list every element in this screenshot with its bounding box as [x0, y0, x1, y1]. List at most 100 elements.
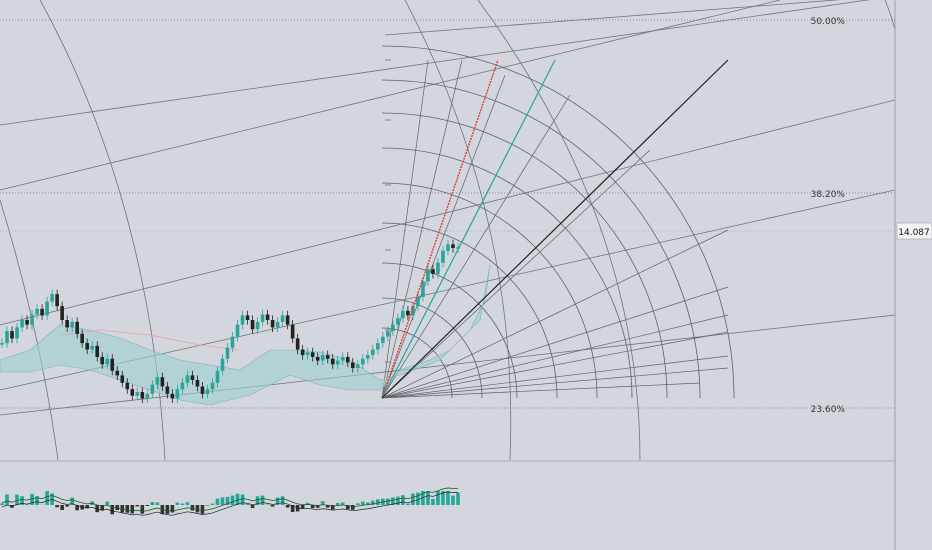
candle-body — [205, 389, 210, 394]
gann-arc — [381, 79, 701, 399]
oscillator-bar — [345, 505, 350, 510]
candle-body — [150, 384, 155, 394]
candle-body — [426, 269, 430, 282]
oscillator-bar — [260, 495, 265, 505]
candle-body — [421, 281, 425, 297]
gann-arc — [381, 147, 633, 399]
candle-body — [170, 393, 175, 399]
oscillator-bar — [456, 492, 460, 505]
candle-body — [120, 375, 125, 383]
candle-body — [300, 349, 305, 356]
oscillator-bar — [320, 501, 325, 505]
candle-body — [155, 377, 160, 385]
oscillator-bar — [451, 495, 455, 505]
candle-body — [350, 362, 355, 368]
oscillator-bar — [95, 505, 100, 513]
oscillator-bar — [220, 497, 225, 505]
oscillator-pane — [0, 487, 460, 516]
candle-body — [451, 244, 455, 248]
oscillator-bar — [190, 505, 195, 511]
teal-trend-line — [381, 59, 556, 399]
candle-body — [295, 338, 300, 350]
oscillator-bar — [165, 505, 170, 514]
candle-body — [80, 333, 84, 344]
oscillator-bar — [200, 505, 205, 514]
oscillator-bar — [105, 501, 110, 505]
oscillator-bar — [406, 503, 410, 505]
candle-body — [416, 296, 420, 307]
fib-label-382: 38.20% — [811, 190, 846, 200]
candle-body — [431, 269, 435, 274]
fib-label-236: 23.60% — [811, 405, 846, 415]
oscillator-bar — [135, 505, 140, 507]
candle-body — [130, 389, 135, 396]
candle-body — [90, 345, 94, 350]
gann-fan-line — [381, 286, 729, 399]
oscillator-bar — [285, 505, 290, 508]
gann-fan — [381, 45, 735, 399]
oscillator-bar — [386, 498, 390, 505]
oscillator-bar — [431, 499, 435, 505]
candle-body — [100, 356, 105, 365]
oscillator-bar — [325, 505, 330, 508]
fib-level-labels: 50.00% 38.20% 23.60% — [811, 17, 846, 415]
gann-fan-line — [381, 314, 729, 399]
oscillator-bar — [215, 498, 220, 505]
candle-body — [140, 392, 145, 399]
candle-body — [185, 375, 190, 383]
gann-arc — [381, 45, 735, 399]
current-price-badge: 14.087 — [896, 222, 932, 240]
candle-body — [340, 356, 345, 361]
candle-body — [95, 345, 100, 357]
candle-body — [411, 306, 415, 316]
oscillator-bar — [245, 504, 250, 505]
black-trend-line — [381, 59, 729, 399]
oscillator-bar — [350, 505, 355, 510]
oscillator-bar — [55, 505, 59, 508]
candle-body — [406, 310, 410, 316]
candle-body — [60, 306, 64, 320]
ichimoku-cloud — [0, 264, 491, 406]
candle-body — [255, 321, 260, 330]
candle-body — [0, 343, 4, 345]
gann-fan-line — [381, 74, 506, 399]
gann-arc — [381, 112, 668, 399]
oscillator-bar — [360, 501, 365, 505]
candle-body — [5, 331, 9, 344]
gann-fan-line — [381, 94, 571, 399]
oscillator-bar — [270, 505, 275, 507]
candle-body — [110, 358, 115, 371]
oscillator-bar — [376, 499, 380, 505]
oscillator-bar — [100, 505, 105, 511]
oscillator-bar — [411, 493, 415, 505]
candle-body — [175, 389, 180, 399]
oscillator-bar — [205, 505, 210, 506]
candle-body — [105, 358, 110, 365]
fib-label-50: 50.00% — [811, 17, 846, 27]
oscillator-bar — [275, 497, 280, 505]
red-trend-line — [381, 59, 499, 399]
oscillator-bar — [125, 505, 130, 513]
gann-fan-line — [381, 382, 701, 399]
candle-body — [10, 331, 14, 339]
oscillator-bar — [60, 505, 64, 510]
oscillator-bar — [225, 496, 230, 505]
candle-body — [70, 321, 74, 328]
oscillator-bar — [65, 505, 69, 507]
candle-body — [320, 355, 325, 361]
price-axis — [894, 0, 932, 550]
candle-body — [15, 327, 19, 339]
candle-body — [330, 358, 335, 365]
candle-body — [40, 308, 44, 316]
gann-arc — [381, 182, 598, 399]
oscillator-bar — [446, 491, 450, 505]
candle-body — [225, 347, 230, 359]
candle-body — [230, 336, 235, 348]
oscillator-bar — [355, 503, 360, 505]
candle-body — [30, 314, 34, 325]
candle-body — [280, 315, 285, 322]
candle-body — [55, 294, 59, 307]
gann-fan-line — [381, 229, 729, 399]
oscillator-bar — [155, 502, 160, 505]
candle-body — [145, 393, 150, 399]
